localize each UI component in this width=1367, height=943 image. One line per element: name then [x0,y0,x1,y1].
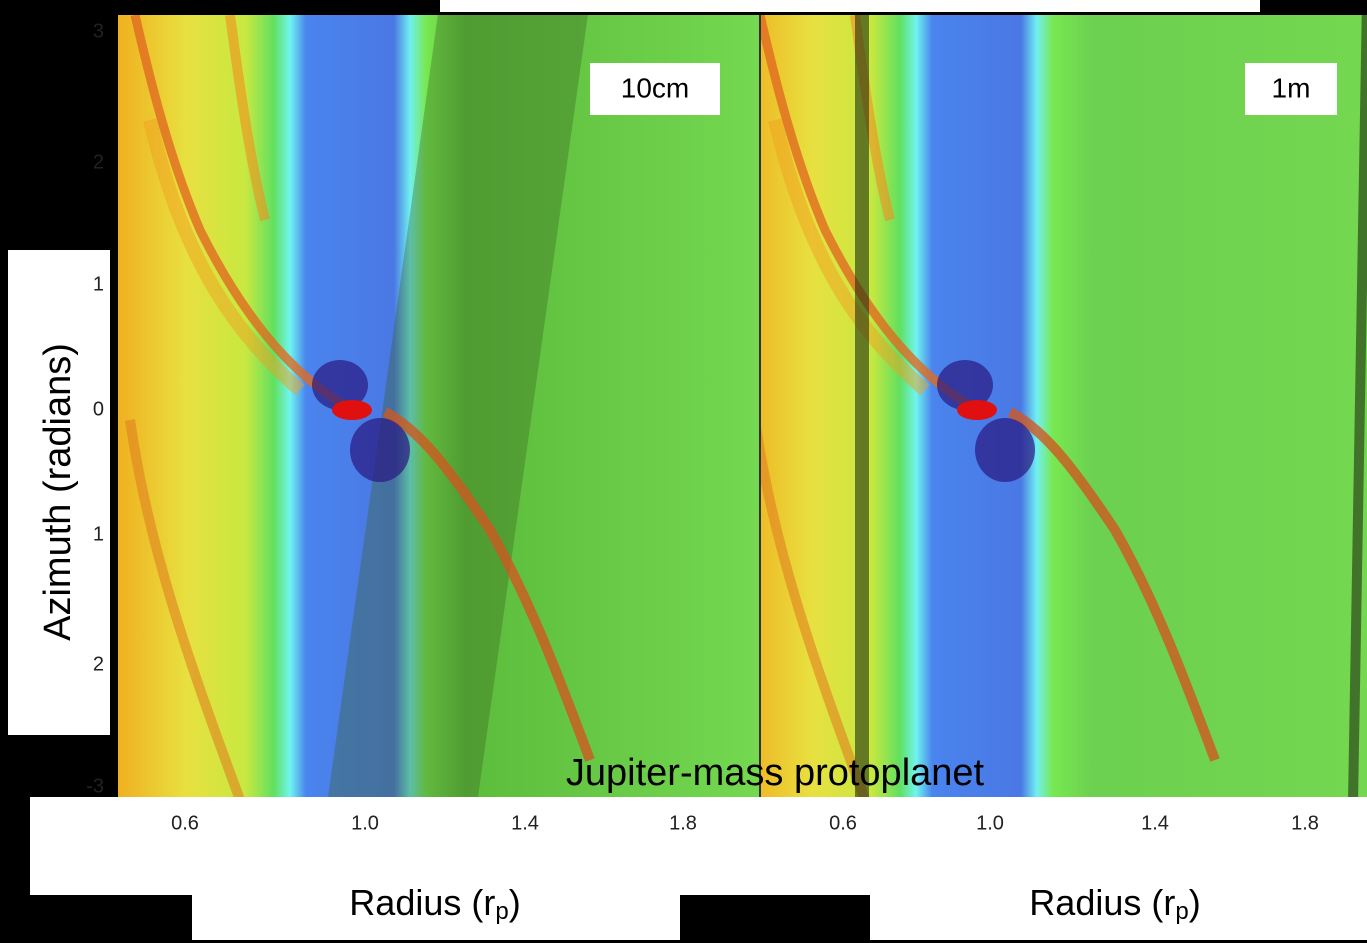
x-tick-label: 1.4 [511,812,539,834]
x-axis-label: Radius (rp) [1029,882,1200,926]
x-label-box [870,870,1367,940]
x-tick-label: 1.0 [351,812,379,834]
x-tick-label: 1.8 [1291,812,1319,834]
panel-label-box [590,63,720,115]
x-label-box [192,870,680,940]
y-tick-label: -3 [86,775,104,797]
panel-image-1 [118,15,760,797]
y-tick-label: 0 [93,398,104,420]
panel-image-2 [760,15,1367,797]
panel-label-box [1245,63,1337,115]
top-bar [440,0,1260,12]
x-tick-label: 1.4 [1141,812,1169,834]
y-tick-label: 2 [93,653,104,675]
panel-label: 10cm [621,72,689,103]
x-axis-label-close: ) [1189,882,1201,923]
y-axis-label: Azimuth (radians) [37,343,79,641]
y-tick-label: 3 [93,20,104,42]
figure-title: Jupiter-mass protoplanet [566,752,985,794]
x-axis-label: Radius (rp) [349,882,520,926]
x-axis-label-sub: p [495,898,508,925]
x-axis-label-close: ) [509,882,521,923]
x-tick-label: 0.6 [171,812,199,834]
y-tick-label: 2 [93,151,104,173]
x-axis-label-text: Radius (r [349,882,495,923]
x-tick-label: 1.8 [669,812,697,834]
y-tick-label: 1 [93,523,104,545]
y-tick-label: 1 [93,273,104,295]
y-label-box [8,250,110,735]
x-axis-label-text: Radius (r [1029,882,1175,923]
x-axis-label-sub: p [1175,898,1188,925]
x-tick-label: 1.0 [976,812,1004,834]
panel-label: 1m [1272,72,1311,103]
x-tick-label: 0.6 [829,812,857,834]
